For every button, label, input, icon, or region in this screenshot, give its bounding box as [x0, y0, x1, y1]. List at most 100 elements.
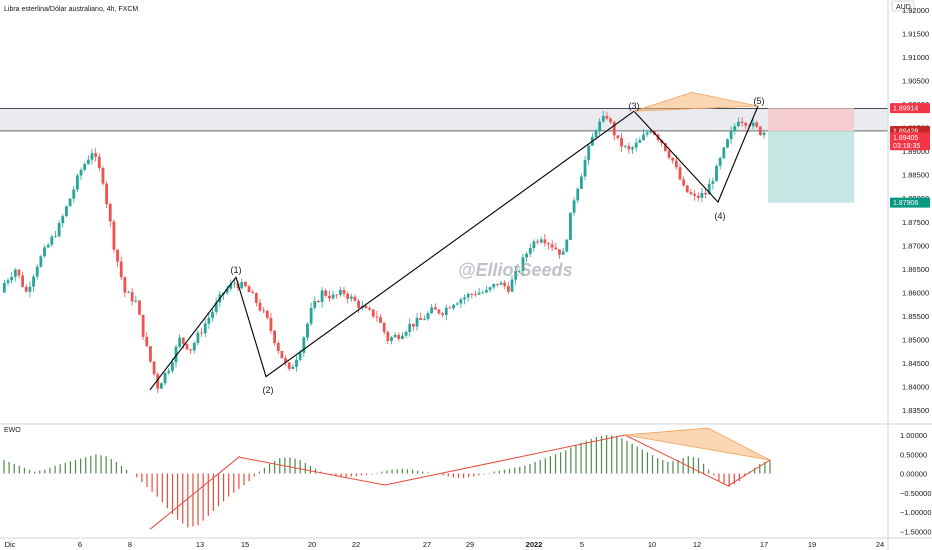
- ewo-trend-line: [624, 434, 729, 487]
- candle-body: [744, 122, 748, 126]
- candle-body: [729, 130, 733, 140]
- candle-body: [623, 145, 627, 147]
- candle-body: [39, 256, 43, 267]
- candle-body: [130, 292, 134, 302]
- time-tick-label: 15: [241, 540, 249, 549]
- price-tick-label: 1.86000: [902, 288, 929, 297]
- candle-body: [426, 313, 430, 320]
- candle-body: [335, 294, 339, 296]
- candle-body: [506, 286, 510, 292]
- candle-body: [149, 346, 152, 362]
- candle-body: [558, 249, 561, 255]
- price-tick-label: 1.85500: [902, 312, 929, 321]
- symbol-title: Libra esterlina/Dólar australiano, 4h, F…: [4, 6, 138, 13]
- candle-body: [61, 216, 65, 224]
- candle-body: [525, 253, 529, 258]
- candle-body: [317, 301, 320, 303]
- watermark-text: @ElliotSeeds: [458, 260, 573, 280]
- candle-body: [108, 204, 112, 222]
- time-tick-label: 27: [423, 540, 431, 549]
- ewo-trend-line: [384, 434, 626, 486]
- candle-body: [485, 289, 488, 293]
- candle-body: [678, 167, 682, 180]
- candle-body: [572, 200, 576, 213]
- candle-body: [273, 330, 277, 344]
- candle-body: [17, 269, 21, 276]
- time-tick-label: 12: [693, 540, 701, 549]
- candle-body: [211, 311, 214, 318]
- time-tick-label: Dic: [5, 540, 16, 549]
- candle-body: [90, 153, 94, 160]
- candle-body: [386, 331, 390, 342]
- time-tick-label: 22: [352, 540, 360, 549]
- candle-body: [134, 300, 138, 302]
- candle-body: [528, 248, 532, 254]
- candle-body: [32, 276, 35, 287]
- candle-body: [119, 261, 123, 278]
- candle-body: [97, 156, 101, 168]
- candle-body: [758, 126, 762, 136]
- stop-price-tag: 1.89914: [893, 106, 918, 113]
- candle-body: [510, 279, 514, 292]
- candle-body: [444, 307, 448, 315]
- candle-body: [251, 292, 255, 294]
- current-price-tag-bg: [890, 132, 930, 151]
- target-price-tag-bg: [890, 197, 930, 208]
- candle-body: [663, 143, 667, 151]
- candle-body: [262, 310, 266, 312]
- candle-body: [554, 247, 558, 250]
- candle-body: [466, 294, 470, 298]
- candle-body: [631, 147, 634, 150]
- candle-body: [346, 293, 350, 299]
- candle-body: [24, 286, 28, 292]
- candle-body: [715, 165, 718, 182]
- candle-body: [561, 251, 565, 255]
- candle-body: [68, 198, 72, 207]
- candle-body: [433, 307, 437, 310]
- candle-body: [722, 147, 726, 159]
- candle-body: [254, 293, 258, 303]
- candle-body: [112, 221, 116, 250]
- candle-body: [521, 257, 525, 272]
- candle-body: [258, 302, 262, 311]
- candle-body: [50, 236, 54, 245]
- candle-body: [609, 118, 613, 123]
- candle-body: [225, 288, 229, 293]
- candle-body: [565, 239, 569, 252]
- candle-body: [707, 183, 711, 195]
- candle-body: [203, 323, 207, 334]
- wave-lines-layer: (1) (2) (3) (4) (5): [149, 91, 765, 395]
- wave-label: (3): [629, 101, 640, 111]
- stop-price-tag-bg: [890, 103, 930, 114]
- candle-body: [700, 192, 704, 198]
- candle-body: [408, 323, 412, 332]
- ewo-trend-line: [149, 455, 241, 530]
- candle-body: [141, 314, 145, 337]
- candle-body: [726, 139, 729, 148]
- candle-body: [642, 134, 645, 141]
- candle-body: [331, 294, 335, 299]
- resistance-zone: [0, 108, 888, 131]
- elliott-wave-path: [149, 105, 759, 391]
- candle-body: [477, 292, 481, 295]
- ewo-trend-line: [727, 459, 771, 487]
- candle-body: [415, 317, 419, 327]
- candle-body: [192, 342, 196, 351]
- candle-body: [634, 142, 638, 148]
- candle-body: [704, 192, 707, 195]
- candle-body: [35, 266, 39, 277]
- candle-body: [83, 164, 87, 170]
- candle-body: [671, 157, 675, 161]
- candle-body: [43, 247, 46, 257]
- candle-body: [543, 239, 547, 244]
- time-tick-label: 2022: [526, 540, 543, 549]
- candle-body: [320, 290, 324, 303]
- price-tick-label: 1.87500: [902, 218, 929, 227]
- candle-body: [2, 282, 6, 293]
- candle-body: [598, 121, 602, 131]
- candle-body: [21, 275, 25, 287]
- candle-body: [295, 359, 298, 367]
- ewo-tick-label: 0.50000: [900, 450, 927, 459]
